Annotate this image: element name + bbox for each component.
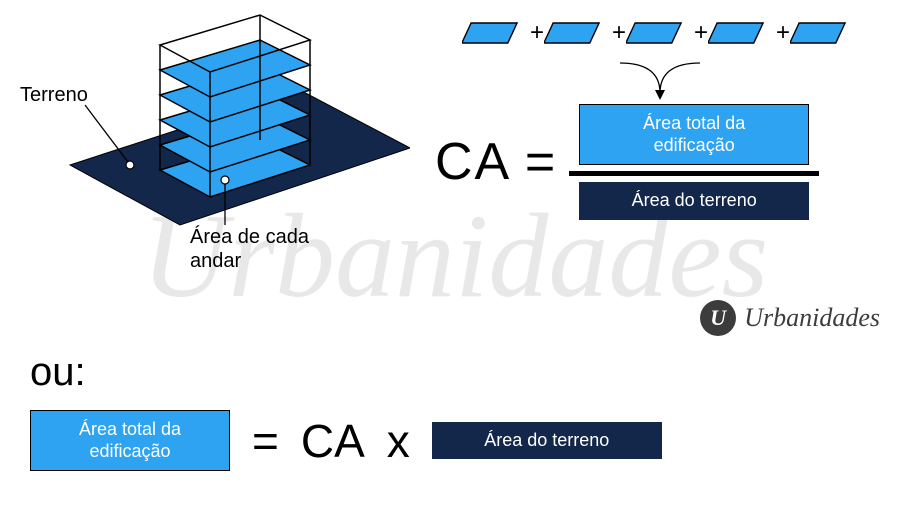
plus-icon: + — [694, 19, 708, 47]
plus-icon: + — [776, 19, 790, 47]
brand-logo: U Urbanidades — [700, 300, 880, 336]
arrow-down-icon — [435, 55, 885, 100]
bottom-left-box: Área total daedificação — [30, 410, 230, 471]
building-diagram: Terreno Área de cadaandar — [0, 0, 420, 300]
ca-text: CA — [301, 414, 365, 468]
times-symbol: x — [387, 414, 410, 468]
formula-area: + + + + CA = Área total daedificação Áre… — [435, 15, 885, 220]
floor-shape-icon — [790, 15, 858, 51]
floor-shape-icon — [708, 15, 776, 51]
plus-icon: + — [530, 19, 544, 47]
or-label: ou: — [30, 350, 86, 395]
floor-shape-icon — [626, 15, 694, 51]
label-terrain: Terreno — [20, 84, 88, 107]
logo-badge-icon: U — [700, 300, 736, 336]
plus-icon: + — [612, 19, 626, 47]
fraction-bar — [569, 171, 819, 176]
ca-equals-text: CA = — [435, 132, 557, 192]
bottom-right-box: Área do terreno — [432, 422, 662, 460]
bottom-formula: Área total daedificação = CA x Área do t… — [30, 410, 662, 471]
equals-symbol: = — [252, 414, 279, 468]
label-floor-area: Área de cadaandar — [190, 225, 309, 273]
denominator-box: Área do terreno — [579, 182, 809, 220]
floors-sum-row: + + + + — [435, 15, 885, 51]
floor-shape-icon — [462, 15, 530, 51]
numerator-box: Área total daedificação — [579, 104, 809, 165]
logo-text: Urbanidades — [744, 303, 880, 333]
floor-shape-icon — [544, 15, 612, 51]
building-svg — [40, 10, 410, 260]
fraction: Área total daedificação Área do terreno — [569, 104, 819, 220]
